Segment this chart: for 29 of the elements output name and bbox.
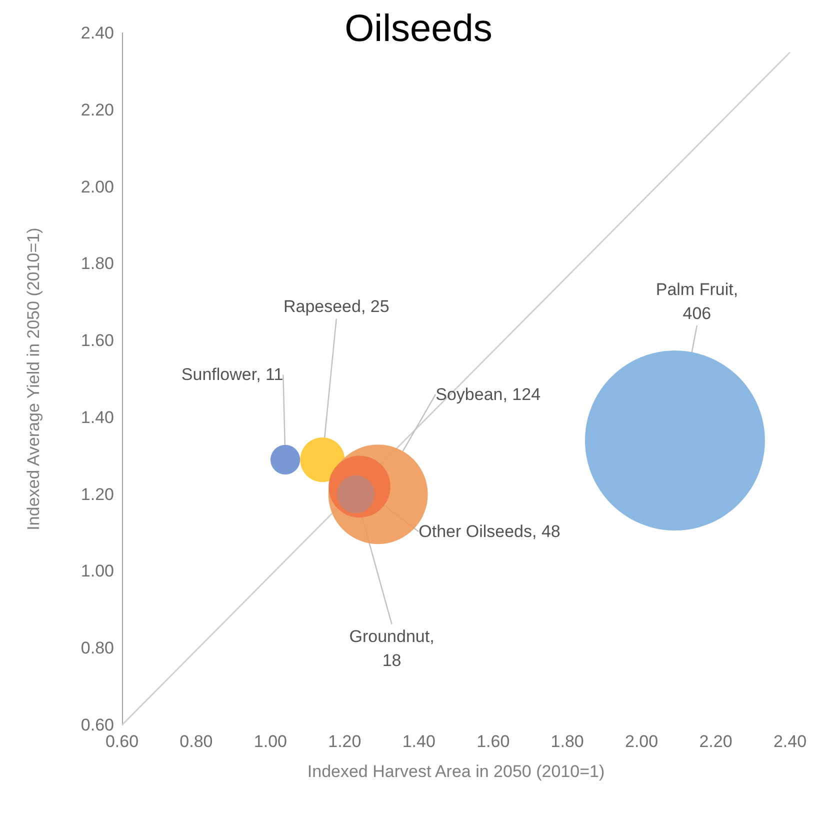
x-tick-label: 2.40 bbox=[773, 732, 807, 751]
x-tick-label: 0.60 bbox=[105, 732, 139, 751]
y-tick-label: 2.00 bbox=[80, 177, 114, 196]
data-label: Soybean, 124 bbox=[436, 384, 541, 404]
chart-title: Oilseeds bbox=[344, 8, 492, 50]
y-tick-label: 0.80 bbox=[80, 638, 114, 658]
x-tick-label: 1.80 bbox=[550, 732, 584, 751]
x-tick-label: 2.00 bbox=[625, 732, 658, 751]
data-label: Sunflower, 11 bbox=[181, 365, 284, 384]
x-tick-label: 1.40 bbox=[402, 732, 436, 751]
data-label: Rapeseed, 25 bbox=[283, 297, 390, 316]
y-tick-label: 1.00 bbox=[80, 562, 114, 581]
y-tick-label: 2.20 bbox=[80, 100, 114, 120]
y-axis-title: Indexed Average Yield in 2050 (2010=1) bbox=[24, 228, 43, 530]
x-tick-label: 1.20 bbox=[328, 732, 362, 751]
y-tick-label: 1.40 bbox=[80, 408, 114, 427]
x-tick-label: 1.00 bbox=[254, 732, 287, 751]
y-tick-label: 1.60 bbox=[80, 331, 114, 350]
data-label: Other Oilseeds, 48 bbox=[418, 522, 560, 542]
x-tick-label: 1.60 bbox=[476, 732, 510, 751]
y-tick-label: 2.40 bbox=[80, 24, 114, 42]
y-tick-label: 1.20 bbox=[80, 484, 114, 504]
x-axis-title: Indexed Harvest Area in 2050 (2010=1) bbox=[307, 762, 605, 781]
y-tick-label: 0.60 bbox=[80, 716, 114, 734]
y-tick-label: 1.80 bbox=[80, 254, 114, 274]
data-label: Palm Fruit, 406 bbox=[656, 280, 738, 324]
x-tick-label: 0.80 bbox=[180, 732, 213, 751]
x-tick-label: 2.20 bbox=[699, 732, 732, 751]
data-label: Groundnut, 18 bbox=[349, 626, 434, 670]
